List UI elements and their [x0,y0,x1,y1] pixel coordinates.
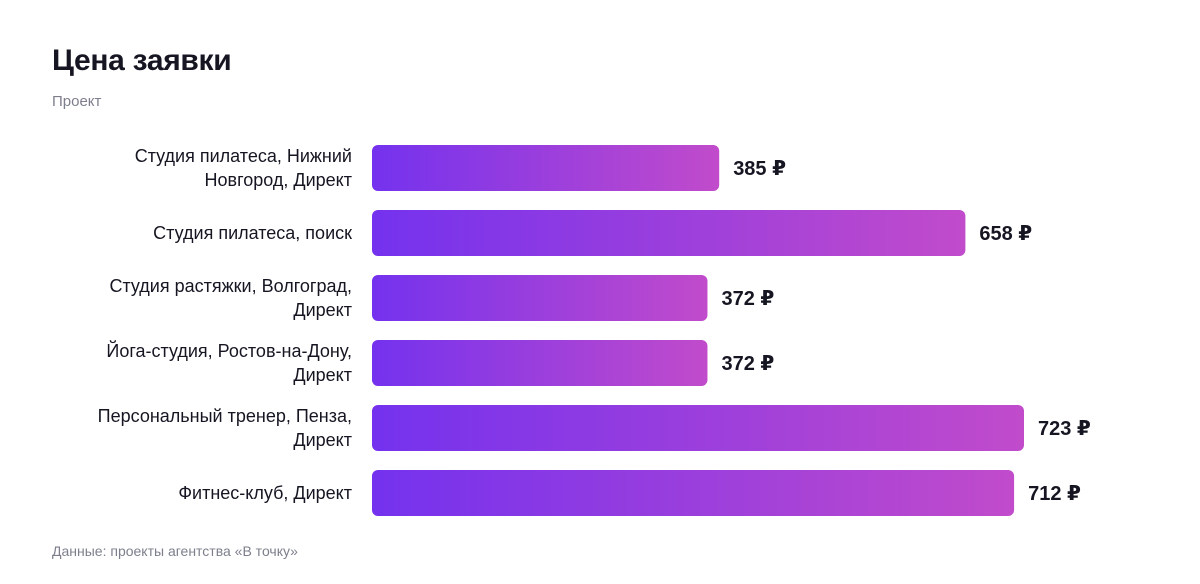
bar-value-label: 372 ₽ [721,353,774,375]
category-label: Фитнес-клуб, Директ [178,483,352,503]
category-label: Персональный тренер, Пенза, [98,406,352,426]
bar [372,405,1024,451]
bar-value-label: 658 ₽ [979,223,1032,245]
category-label: Йога-студия, Ростов-на-Дону, [106,340,352,361]
category-label: Студия пилатеса, поиск [153,223,352,243]
bar-value-label: 385 ₽ [733,158,786,180]
bar [372,470,1015,516]
category-label: Директ [293,365,352,385]
bar [372,340,708,386]
bar [372,145,720,191]
category-label: Новгород, Директ [205,170,352,190]
bar-value-label: 723 ₽ [1038,418,1091,440]
chart-source-note: Данные: проекты агентства «В точку» [52,543,298,559]
bar [372,275,708,321]
category-label: Директ [293,300,352,320]
bar [372,210,966,256]
chart-subtitle: Проект [52,93,102,110]
category-label: Директ [293,430,352,450]
category-label: Студия пилатеса, Нижний [135,146,352,166]
bar-value-label: 372 ₽ [721,288,774,310]
bar-value-label: 712 ₽ [1028,483,1081,505]
category-label: Студия растяжки, Волгоград, [109,276,352,296]
chart-title: Цена заявки [52,44,232,77]
